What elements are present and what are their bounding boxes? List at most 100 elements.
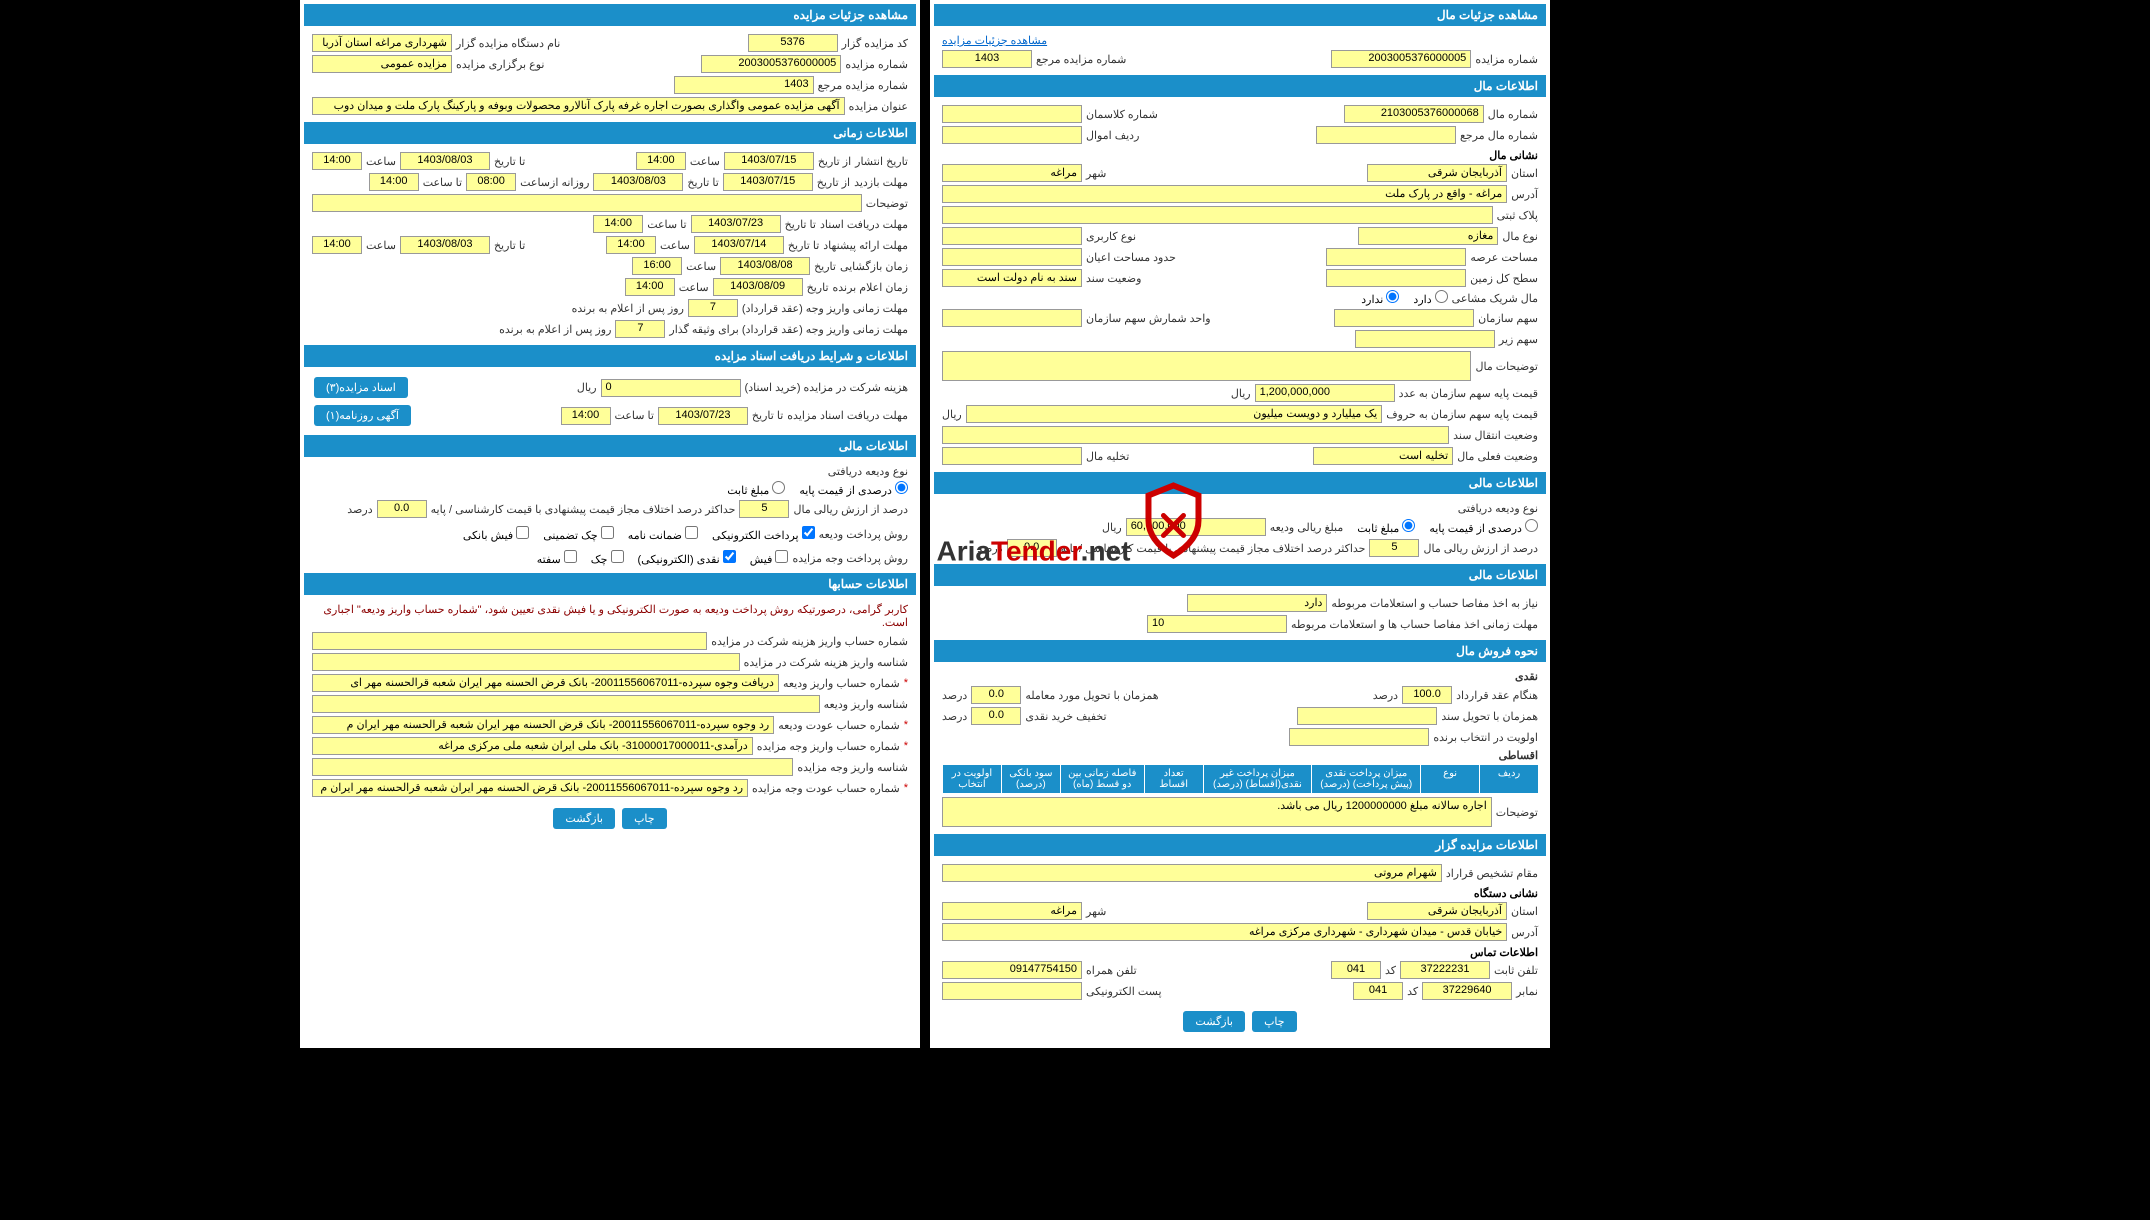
class-no-field [942, 105, 1082, 123]
auction-no-label: شماره مزایده [845, 58, 908, 71]
cert-check-checkbox[interactable] [601, 526, 614, 539]
contact-subheader: اطلاعات تماس [942, 944, 1538, 961]
priority-label: اولویت در انتخاب برنده [1433, 731, 1538, 744]
header-doc-terms: اطلاعات و شرایط دریافت اسناد مزایده [304, 345, 916, 367]
acc-refund-deposit-label: شماره حساب عودت ودیعه [778, 719, 899, 732]
offer-to-field: 1403/08/03 [400, 236, 490, 254]
percent-base-radio-l[interactable] [1525, 519, 1538, 532]
doc-cost-field: 0 [601, 379, 741, 397]
max-diff-label-r: حداکثر درصد اختلاف مجاز قیمت پیشنهادی با… [431, 503, 736, 516]
need-clearance-field: دارد [1187, 594, 1327, 612]
partner-has-radio[interactable] [1435, 290, 1448, 303]
offer-h-field-2: 14:00 [312, 236, 362, 254]
asset-no-field: 2103005376000068 [1344, 105, 1484, 123]
plaque-label: پلاک ثبتی [1497, 209, 1538, 222]
percent-rial-field-r: 5 [739, 500, 789, 518]
epay-checkbox[interactable] [802, 526, 815, 539]
max-diff-label-l: حداکثر درصد اختلاف مجاز قیمت پیشنهادی با… [1061, 542, 1366, 555]
pub-from-field: 1403/07/15 [724, 152, 814, 170]
bank-receipt-checkbox[interactable] [516, 526, 529, 539]
class-no-label: شماره کلاسمان [1086, 108, 1158, 121]
asset-notes-field [942, 351, 1471, 381]
id-auction-field [312, 758, 793, 776]
ref-auction-no-label: شماره مزایده مرجع [1036, 53, 1126, 66]
header-time-info: اطلاعات زمانی [304, 122, 916, 144]
deal-pct-field: 0.0 [971, 686, 1021, 704]
auction-docs-button[interactable]: اسناد مزایده(٣) [314, 377, 408, 398]
auction-pay-label: روش پرداخت وجه مزایده [792, 552, 908, 565]
open-date-field: 1403/08/08 [720, 257, 810, 275]
clearance-deadline-label: مهلت زمانی اخذ مفاصا حساب ها و استعلامات… [1291, 618, 1538, 631]
cash-e-checkbox[interactable] [723, 550, 736, 563]
header-asset-details: مشاهده جزئیات مال [934, 4, 1546, 26]
ref-auction-no-field: 1403 [942, 50, 1032, 68]
deposit-type-label-l: نوع ودیعه دریافتی [1458, 502, 1538, 515]
auction-title-label: عنوان مزایده [849, 100, 908, 113]
fixed-amount-radio-l[interactable] [1402, 519, 1415, 532]
check2-checkbox[interactable] [611, 550, 624, 563]
right-panel: مشاهده جزئیات مزایده کد مزایده گزار 5376… [300, 0, 920, 1048]
print-button-l[interactable]: چاپ [1252, 1011, 1297, 1032]
asset-row-field [942, 126, 1082, 144]
draft-checkbox[interactable] [564, 550, 577, 563]
open-label: زمان بازگشایی [840, 260, 908, 273]
doc-deadline-label: مهلت دریافت اسناد مزایده [787, 409, 908, 422]
header-financial-l: اطلاعات مالی [934, 472, 1546, 494]
doc-deadline-date-field: 1403/07/23 [658, 407, 748, 425]
header-accounts: اطلاعات حسابها [304, 573, 916, 595]
usage-field [942, 227, 1082, 245]
cash-discount-label: تخفیف خرید نقدی [1025, 710, 1106, 723]
total-level-field [1326, 269, 1466, 287]
auctioneer-code-label: کد مزایده گزار [842, 37, 908, 50]
address-field: مراغه - واقع در پارک ملت [942, 185, 1507, 203]
open-h-field: 16:00 [632, 257, 682, 275]
view-details-link[interactable]: مشاهده جزئیات مزایده [942, 34, 1047, 47]
fax-field: 37229640 [1422, 982, 1512, 1000]
newspaper-ad-button[interactable]: آگهی روزنامه(١) [314, 405, 411, 426]
auction-no-field: 2003005376000005 [701, 55, 841, 73]
header-auction-details: مشاهده جزئیات مزایده [304, 4, 916, 26]
header-financial-2: اطلاعات مالی [934, 564, 1546, 586]
offer-h-field: 14:00 [606, 236, 656, 254]
left-auction-no-label: شماره مزایده [1475, 53, 1538, 66]
back-button-r[interactable]: بازگشت [553, 808, 615, 829]
receipt-checkbox[interactable] [775, 550, 788, 563]
installment-label: اقساطی [1499, 749, 1538, 762]
doc-from-field: 1403/07/23 [691, 215, 781, 233]
doc-status-field: سند به نام دولت است [942, 269, 1082, 287]
fixed-amount-radio-r[interactable] [772, 481, 785, 494]
partner-none-radio[interactable] [1386, 290, 1399, 303]
doc-receive-label: مهلت دریافت اسناد [820, 218, 908, 231]
ref-asset-no-label: شماره مال مرجع [1460, 129, 1538, 142]
usage-label: نوع کاربری [1086, 230, 1136, 243]
acc-refund-deposit-field: رد وجوه سپرده-20011556067011- بانک قرض ا… [312, 716, 774, 734]
ref-asset-no-field [1316, 126, 1456, 144]
contract-authority-label: مقام تشخیص قراراد [1446, 867, 1538, 880]
partner-label: مال شریک مشاعی [1452, 292, 1538, 305]
print-button-r[interactable]: چاپ [622, 808, 667, 829]
current-status-label: وضعیت فعلی مال [1457, 450, 1538, 463]
percent-rial-label-l: درصد از ارزش ریالی مال [1423, 542, 1538, 555]
deposit-rial-field: 60,000,000 [1126, 518, 1266, 536]
acc-deposit-label: شماره حساب واریز ودیعه [783, 677, 900, 690]
percent-base-radio-r[interactable] [895, 481, 908, 494]
account-note: کاربر گرامی، درصورتیکه روش پرداخت ودیعه … [312, 603, 908, 629]
id-participate-label: شناسه واریز هزینه شرکت در مزایده [744, 656, 908, 669]
deposit-deadline-label: مهلت زمانی واریز وجه (عقد قرارداد) [742, 302, 908, 315]
id-participate-field [312, 653, 740, 671]
back-button-l[interactable]: بازگشت [1183, 1011, 1245, 1032]
max-diff-field-r: 0.0 [377, 500, 427, 518]
guarantee-checkbox[interactable] [685, 526, 698, 539]
device-address-field: خیابان قدس - میدان شهرداری - شهرداری مرک… [942, 923, 1507, 941]
auctioneer-name-field: شهرداری مراغه استان آذربا [312, 34, 452, 52]
asset-row-label: ردیف اموال [1086, 129, 1139, 142]
city-label: شهر [1086, 167, 1106, 180]
current-status-field: تخلیه است [1313, 447, 1453, 465]
left-panel: مشاهده جزئیات مال مشاهده جزئیات مزایده ش… [930, 0, 1550, 1048]
offer-label: مهلت ارائه پیشنهاد [823, 239, 908, 252]
org-share-label: سهم سازمان [1478, 312, 1538, 325]
installment-table-header: ردیف نوع میزان پرداخت نقدی (پیش پرداخت) … [942, 765, 1538, 793]
clearance-deadline-field: 10 [1147, 615, 1287, 633]
base-price-num-field: 1,200,000,000 [1255, 384, 1395, 402]
hour-label: ساعت [690, 155, 720, 168]
